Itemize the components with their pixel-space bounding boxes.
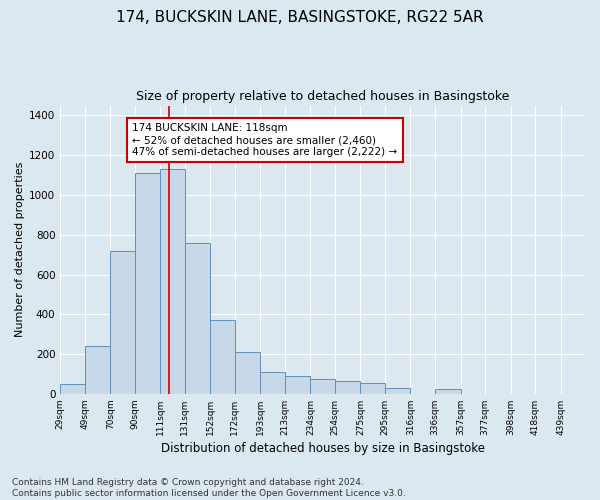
- Bar: [385, 388, 410, 394]
- Bar: [85, 346, 110, 394]
- Bar: [185, 242, 211, 394]
- Bar: [435, 389, 461, 394]
- Bar: [285, 376, 310, 394]
- Bar: [335, 381, 361, 394]
- Bar: [361, 383, 385, 394]
- Bar: [310, 379, 335, 394]
- Bar: [110, 250, 135, 394]
- Bar: [160, 169, 185, 394]
- Text: 174, BUCKSKIN LANE, BASINGSTOKE, RG22 5AR: 174, BUCKSKIN LANE, BASINGSTOKE, RG22 5A…: [116, 10, 484, 25]
- Text: 174 BUCKSKIN LANE: 118sqm
← 52% of detached houses are smaller (2,460)
47% of se: 174 BUCKSKIN LANE: 118sqm ← 52% of detac…: [132, 124, 397, 156]
- Bar: [260, 372, 285, 394]
- Bar: [135, 173, 160, 394]
- Bar: [211, 320, 235, 394]
- Y-axis label: Number of detached properties: Number of detached properties: [15, 162, 25, 338]
- Bar: [235, 352, 260, 394]
- X-axis label: Distribution of detached houses by size in Basingstoke: Distribution of detached houses by size …: [161, 442, 485, 455]
- Bar: [60, 384, 85, 394]
- Text: Contains HM Land Registry data © Crown copyright and database right 2024.
Contai: Contains HM Land Registry data © Crown c…: [12, 478, 406, 498]
- Title: Size of property relative to detached houses in Basingstoke: Size of property relative to detached ho…: [136, 90, 509, 103]
